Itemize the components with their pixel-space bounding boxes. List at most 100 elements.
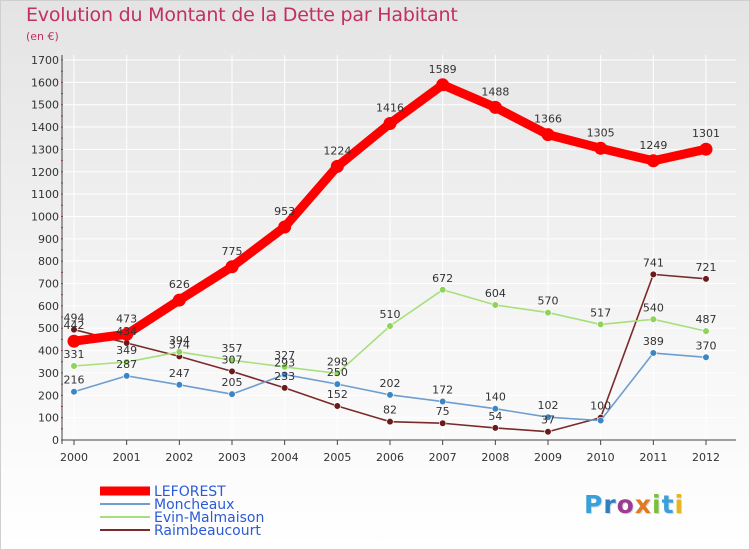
data-label: 953 <box>274 205 295 218</box>
x-tick-label: 2008 <box>481 451 509 464</box>
x-tick-label: 2002 <box>165 451 193 464</box>
data-label: 394 <box>169 334 190 347</box>
data-point <box>123 358 131 366</box>
data-point <box>544 308 552 317</box>
data-label: 721 <box>696 261 717 274</box>
data-point <box>491 424 499 432</box>
legend-label: Raimbeaucourt <box>154 523 261 539</box>
y-tick-label: 900 <box>38 233 59 246</box>
y-tick-label: 600 <box>38 300 59 313</box>
data-label: 37 <box>541 414 555 427</box>
data-point <box>70 362 78 370</box>
axes: 0 100 200 300 400 500 600 700 800 900 1000 1100 1200… <box>31 54 736 464</box>
data-label: 100 <box>590 400 611 413</box>
data-point <box>175 348 183 356</box>
y-tick-label: 1500 <box>31 99 59 112</box>
data-point <box>228 390 236 398</box>
data-point <box>386 322 394 330</box>
data-point <box>333 369 341 377</box>
x-tick-label: 2003 <box>218 451 246 464</box>
data-point <box>386 418 394 426</box>
y-tick-label: 400 <box>38 345 59 358</box>
x-tick-label: 2010 <box>587 451 615 464</box>
data-label: 473 <box>116 312 137 325</box>
logo-letter: i <box>652 490 662 519</box>
y-tick-label: 500 <box>38 322 59 335</box>
data-label: 517 <box>590 306 611 319</box>
data-label: 1249 <box>639 139 667 152</box>
data-label: 1305 <box>587 126 615 139</box>
data-point <box>120 327 134 341</box>
logo-letter: o <box>616 490 635 519</box>
proxiti-logo: Proxiti <box>584 490 684 519</box>
data-label: 442 <box>64 319 85 332</box>
data-point <box>491 301 499 309</box>
data-label: 293 <box>274 357 295 370</box>
data-label: 250 <box>327 366 348 379</box>
data-point <box>333 380 341 388</box>
data-label: 82 <box>383 404 397 417</box>
data-label: 540 <box>643 301 664 314</box>
data-label: 1589 <box>429 63 457 76</box>
data-label: 327 <box>274 349 295 362</box>
logo-letter: i <box>674 490 685 519</box>
data-point <box>228 367 236 375</box>
data-label: 152 <box>327 388 348 401</box>
data-label: 75 <box>436 405 450 418</box>
data-label: 298 <box>327 355 348 368</box>
logo-letter: P <box>584 490 604 519</box>
logo-letter: r <box>603 490 617 519</box>
y-tick-label: 1600 <box>31 76 59 89</box>
data-point <box>544 413 552 421</box>
data-point <box>172 293 186 307</box>
data-label: 54 <box>488 410 502 423</box>
data-point <box>488 100 502 114</box>
logo-letter: t <box>661 490 675 519</box>
data-point <box>491 405 499 413</box>
data-point <box>649 349 657 357</box>
data-label: 1301 <box>692 127 720 140</box>
data-label: 247 <box>169 367 190 380</box>
data-label: 307 <box>222 353 243 366</box>
data-point <box>702 353 710 361</box>
data-point <box>333 402 341 410</box>
data-label: 331 <box>64 348 85 361</box>
data-point <box>67 334 81 348</box>
data-point <box>597 320 605 329</box>
data-label: 374 <box>169 338 190 351</box>
data-point <box>702 327 710 335</box>
chart-title: Evolution du Montant de la Dette par Hab… <box>26 4 458 26</box>
data-point <box>225 260 239 274</box>
data-point <box>70 388 78 396</box>
data-point <box>439 286 447 294</box>
data-point <box>281 370 289 379</box>
data-label: 357 <box>222 342 243 355</box>
x-tick-label: 2007 <box>429 451 457 464</box>
logo-letter: x <box>634 490 652 519</box>
data-label: 1416 <box>376 101 404 114</box>
data-point <box>70 325 78 334</box>
data-point <box>649 315 657 323</box>
data-point <box>699 142 713 156</box>
data-label: 102 <box>538 399 559 412</box>
data-label: 233 <box>274 370 295 383</box>
data-label: 626 <box>169 278 190 291</box>
data-label: 775 <box>222 245 243 258</box>
data-label: 216 <box>64 374 85 387</box>
y-tick-label: 300 <box>38 367 59 380</box>
data-point <box>436 78 450 92</box>
data-label: 487 <box>696 313 717 326</box>
data-label: 604 <box>485 287 506 300</box>
data-point <box>646 154 660 168</box>
y-tick-label: 1100 <box>31 188 59 201</box>
data-label: 672 <box>432 272 453 285</box>
y-tick-label: 800 <box>38 255 59 268</box>
data-label: 434 <box>116 325 137 338</box>
data-label: 172 <box>432 384 453 397</box>
y-tick-label: 1300 <box>31 143 59 156</box>
data-point <box>281 384 289 392</box>
x-tick-label: 2011 <box>639 451 667 464</box>
y-tick-label: 700 <box>38 278 59 291</box>
